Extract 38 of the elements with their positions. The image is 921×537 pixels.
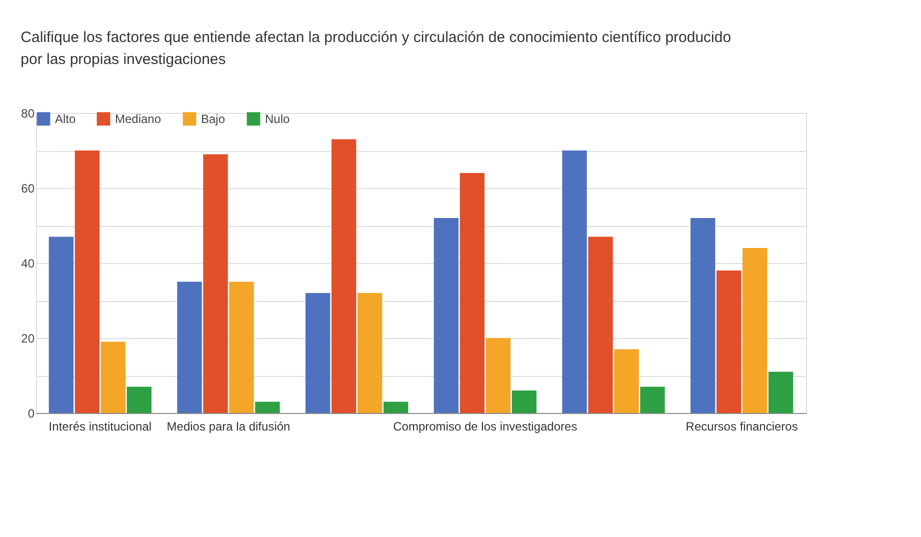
- y-tick-label: 0: [28, 406, 35, 420]
- bar: [716, 270, 742, 413]
- bar: [229, 282, 254, 413]
- chart-title: Califique los factores que entiende afectan la producción y circulación de conocimiento científico producido por las propias investigaciones: [20, 29, 732, 68]
- x-tick-label: Recursos financieros: [686, 420, 798, 434]
- bar: [434, 218, 459, 413]
- x-tick-label: Compromiso de los investigadores: [393, 420, 578, 434]
- bar: [203, 154, 228, 413]
- bar: [512, 390, 536, 413]
- y-tick-label: 60: [21, 182, 35, 196]
- bar: [640, 386, 665, 413]
- legend-label: Nulo: [265, 112, 290, 126]
- bar: [255, 402, 280, 413]
- bar: [768, 372, 794, 413]
- bar: [486, 338, 511, 413]
- bar: [460, 173, 485, 413]
- bar: [588, 236, 613, 413]
- bar: [614, 349, 639, 413]
- legend-label: Alto: [55, 112, 76, 126]
- x-tick-label: Medios para la difusión: [166, 420, 290, 434]
- bar: [48, 236, 74, 413]
- legend-label: Bajo: [201, 112, 226, 126]
- y-tick-label: 20: [21, 332, 35, 346]
- y-tick-label: 40: [21, 256, 35, 270]
- bar: [690, 218, 716, 413]
- legend-label: Mediano: [115, 112, 162, 126]
- y-tick-label: 80: [21, 106, 35, 120]
- bar: [177, 282, 202, 413]
- bar: [383, 402, 408, 413]
- x-tick-label: Interés institucional: [48, 420, 152, 434]
- bar: [331, 139, 356, 413]
- bar: [562, 150, 587, 413]
- bar: [126, 386, 152, 413]
- bar: [74, 150, 100, 413]
- bar: [100, 342, 126, 413]
- bar: [357, 293, 382, 413]
- bar: [306, 293, 330, 413]
- bar: [742, 248, 768, 413]
